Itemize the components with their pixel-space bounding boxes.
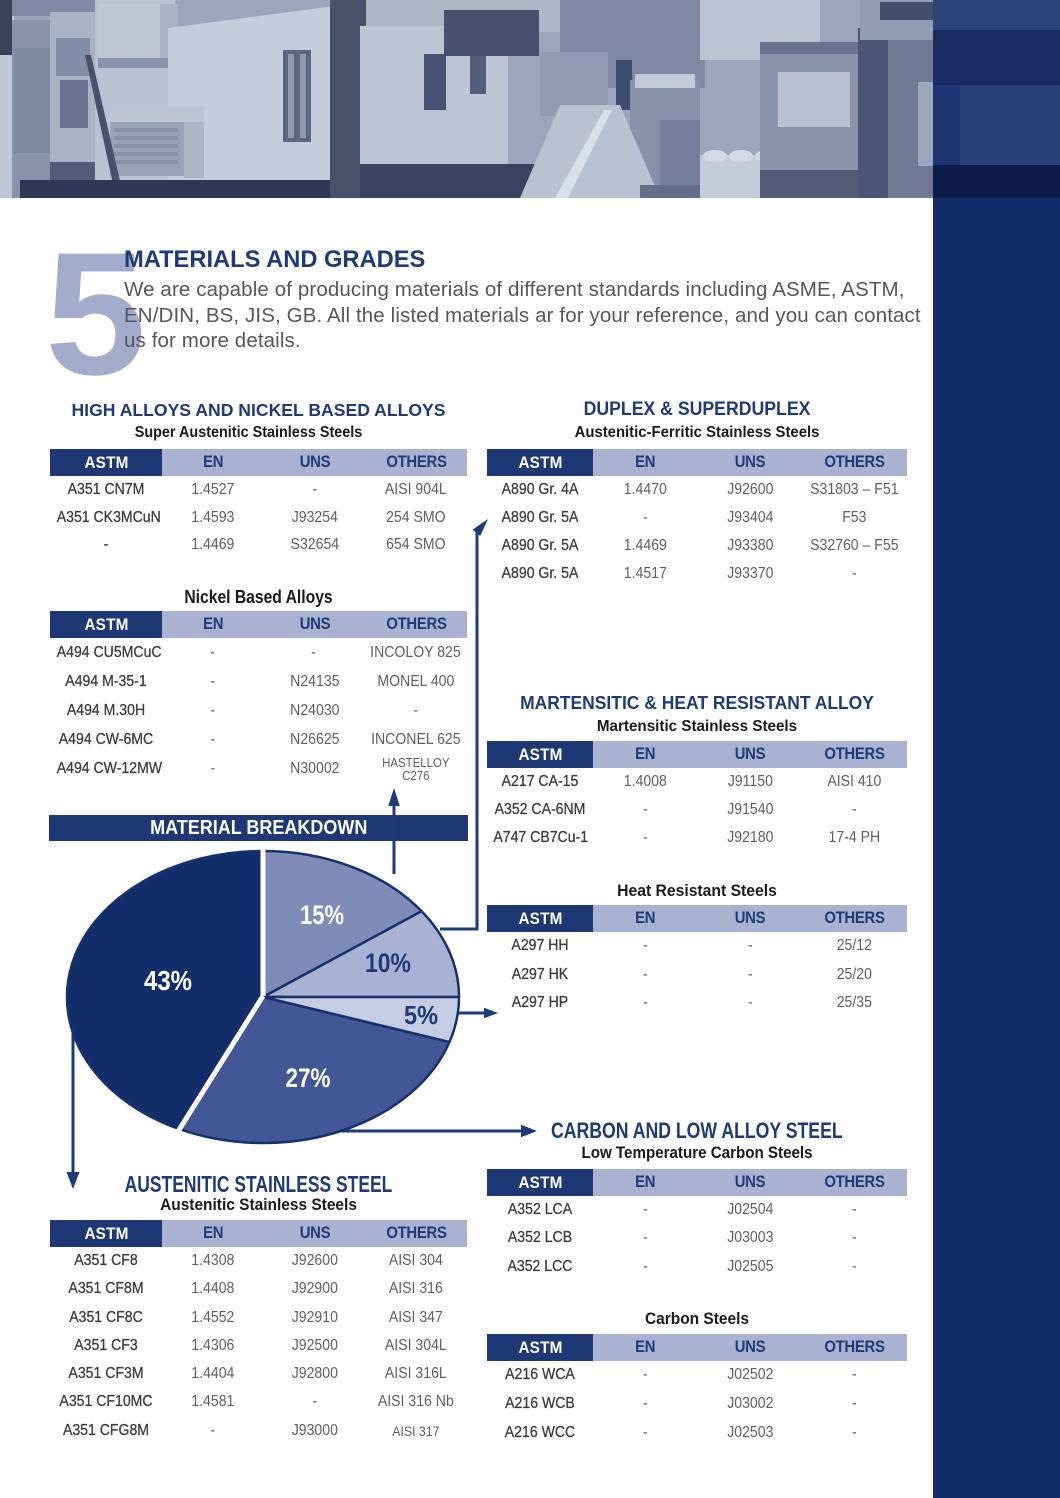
svg-text:43%: 43% [144,965,192,996]
svg-text:10%: 10% [365,948,411,978]
svg-text:5%: 5% [404,1000,438,1030]
svg-text:15%: 15% [300,900,344,930]
svg-text:27%: 27% [286,1063,331,1093]
